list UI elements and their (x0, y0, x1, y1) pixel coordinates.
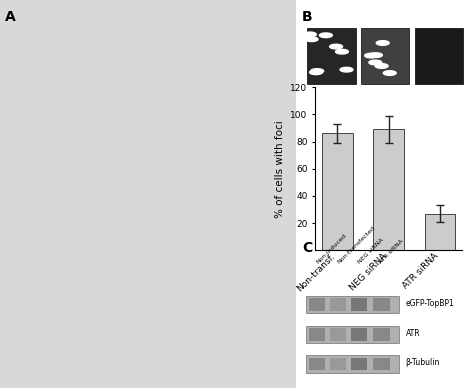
Y-axis label: % of cells with foci: % of cells with foci (275, 120, 285, 218)
Bar (306, 355, 399, 373)
Circle shape (369, 53, 383, 57)
Bar (307, 28, 356, 84)
Bar (415, 28, 463, 84)
Text: ATR siRNA: ATR siRNA (378, 239, 404, 265)
Bar (330, 358, 346, 370)
Bar (374, 298, 390, 311)
Circle shape (311, 69, 324, 73)
Text: A: A (5, 10, 16, 24)
Bar (351, 298, 367, 311)
Circle shape (336, 49, 348, 54)
Circle shape (369, 60, 382, 65)
Bar (373, 130, 404, 250)
Text: NEG siRNA: NEG siRNA (357, 237, 385, 265)
Circle shape (340, 68, 353, 72)
Bar (322, 133, 353, 250)
Circle shape (303, 32, 316, 37)
Circle shape (376, 41, 389, 45)
Circle shape (310, 70, 322, 74)
Circle shape (365, 53, 378, 58)
Bar (309, 298, 325, 311)
Bar (330, 298, 346, 311)
Text: B: B (302, 10, 312, 24)
Text: ATR: ATR (406, 329, 420, 338)
Text: eGFP-TopBP1: eGFP-TopBP1 (406, 299, 455, 308)
Bar (330, 328, 346, 341)
Bar (361, 28, 410, 84)
Bar (374, 328, 390, 341)
Bar (306, 296, 399, 313)
Bar (351, 358, 367, 370)
Circle shape (329, 44, 343, 49)
Circle shape (375, 64, 388, 68)
Circle shape (319, 33, 332, 38)
Circle shape (305, 37, 318, 42)
Text: Non-induced: Non-induced (315, 233, 347, 265)
Bar (374, 358, 390, 370)
Bar (351, 328, 367, 341)
Bar (309, 328, 325, 341)
Text: Non-transfected: Non-transfected (337, 225, 376, 265)
Bar (306, 326, 399, 343)
Text: C: C (302, 241, 312, 255)
Circle shape (383, 71, 396, 75)
Bar (425, 213, 456, 250)
Bar (309, 358, 325, 370)
Text: β-Tubulin: β-Tubulin (406, 359, 440, 367)
